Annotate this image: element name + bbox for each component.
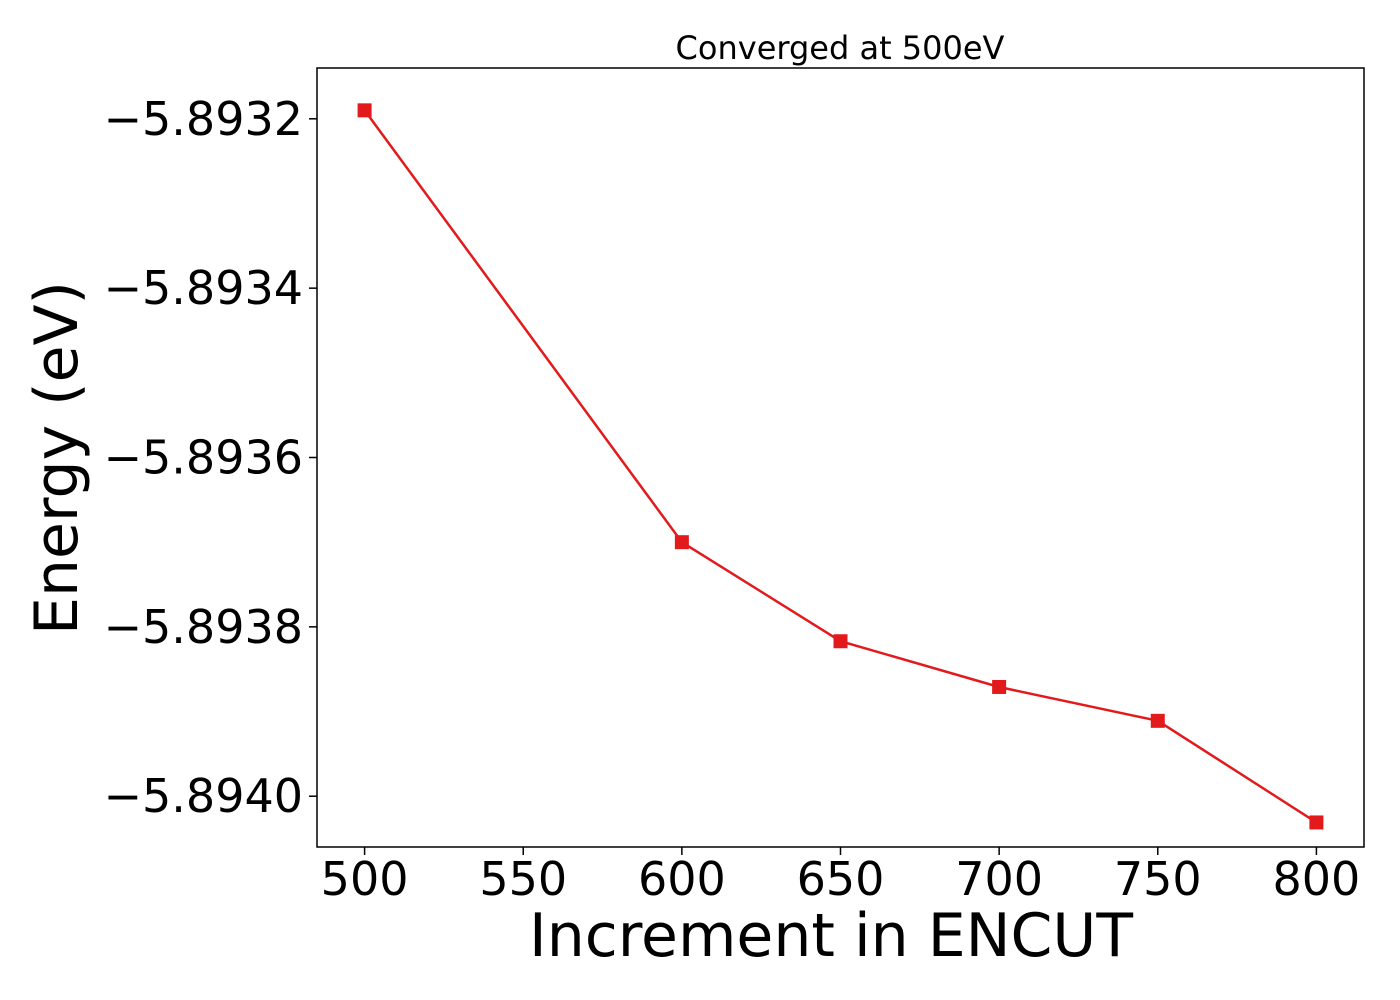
data-point	[674, 535, 689, 550]
y-axis: −5.8932 −5.8934 −5.8936 −5.8938 −5.8940	[104, 92, 317, 823]
data-point	[357, 103, 372, 118]
y-tick-label: −5.8932	[104, 92, 304, 146]
x-tick-label: 500	[321, 852, 409, 906]
y-tick-label: −5.8938	[104, 600, 304, 654]
x-tick-label: 750	[1114, 852, 1202, 906]
x-tick-label: 700	[955, 852, 1043, 906]
data-point	[1309, 815, 1324, 830]
x-tick-label: 550	[479, 852, 567, 906]
y-tick-label: −5.8934	[104, 261, 304, 315]
x-axis-label: Increment in ENCUT	[529, 901, 1133, 971]
series-line	[363, 109, 1318, 824]
x-tick-label: 800	[1273, 852, 1361, 906]
data-point	[992, 679, 1007, 694]
data-point	[833, 634, 848, 649]
x-tick-label: 600	[638, 852, 726, 906]
data-point	[1150, 713, 1165, 728]
y-axis-label: Energy (eV)	[22, 281, 92, 635]
chart-title: Converged at 500eV	[676, 29, 1005, 67]
x-axis: 500 550 600 650 700 750 800	[321, 847, 1361, 906]
series-layer	[357, 103, 1324, 830]
x-tick-label: 650	[797, 852, 885, 906]
plot-frame	[316, 67, 1365, 848]
y-tick-label: −5.8936	[104, 431, 304, 485]
y-tick-label: −5.8940	[104, 769, 304, 823]
plot-area	[316, 67, 1365, 848]
